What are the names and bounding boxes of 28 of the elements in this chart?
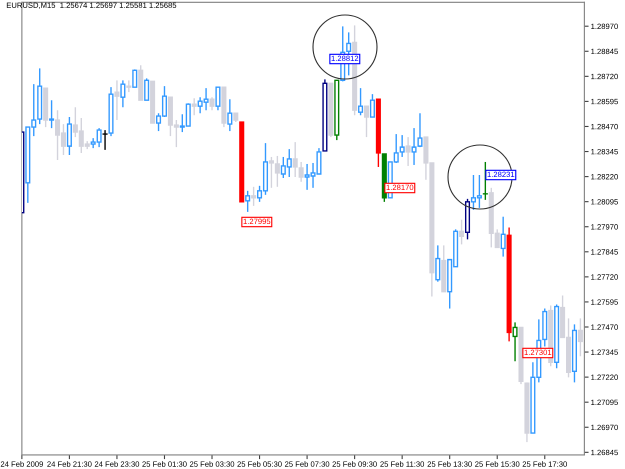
candlestick	[292, 141, 298, 178]
candlestick	[251, 186, 256, 207]
candlestick	[66, 116, 72, 156]
candlestick	[274, 155, 280, 188]
candlestick	[132, 68, 138, 88]
candlestick	[358, 87, 364, 116]
candlestick	[435, 244, 440, 282]
candlestick	[144, 78, 150, 101]
candlestick	[126, 80, 132, 93]
candlestick	[482, 161, 488, 201]
candlestick	[406, 136, 411, 167]
candlestick	[370, 93, 375, 118]
candlestick	[120, 80, 126, 108]
candlestick	[500, 216, 506, 258]
candlestick	[268, 156, 274, 189]
candlestick	[245, 190, 250, 213]
candlestick	[49, 100, 54, 129]
candlestick	[459, 219, 464, 246]
candlestick	[227, 98, 232, 132]
candlestick	[209, 96, 215, 111]
candlestick	[512, 322, 518, 362]
candlestick	[298, 161, 304, 183]
candlestick	[192, 98, 197, 116]
candlestick	[215, 86, 220, 111]
candlestick	[364, 106, 370, 138]
candlestick	[102, 129, 108, 151]
candlestick	[578, 318, 583, 357]
candlestick	[114, 80, 120, 121]
